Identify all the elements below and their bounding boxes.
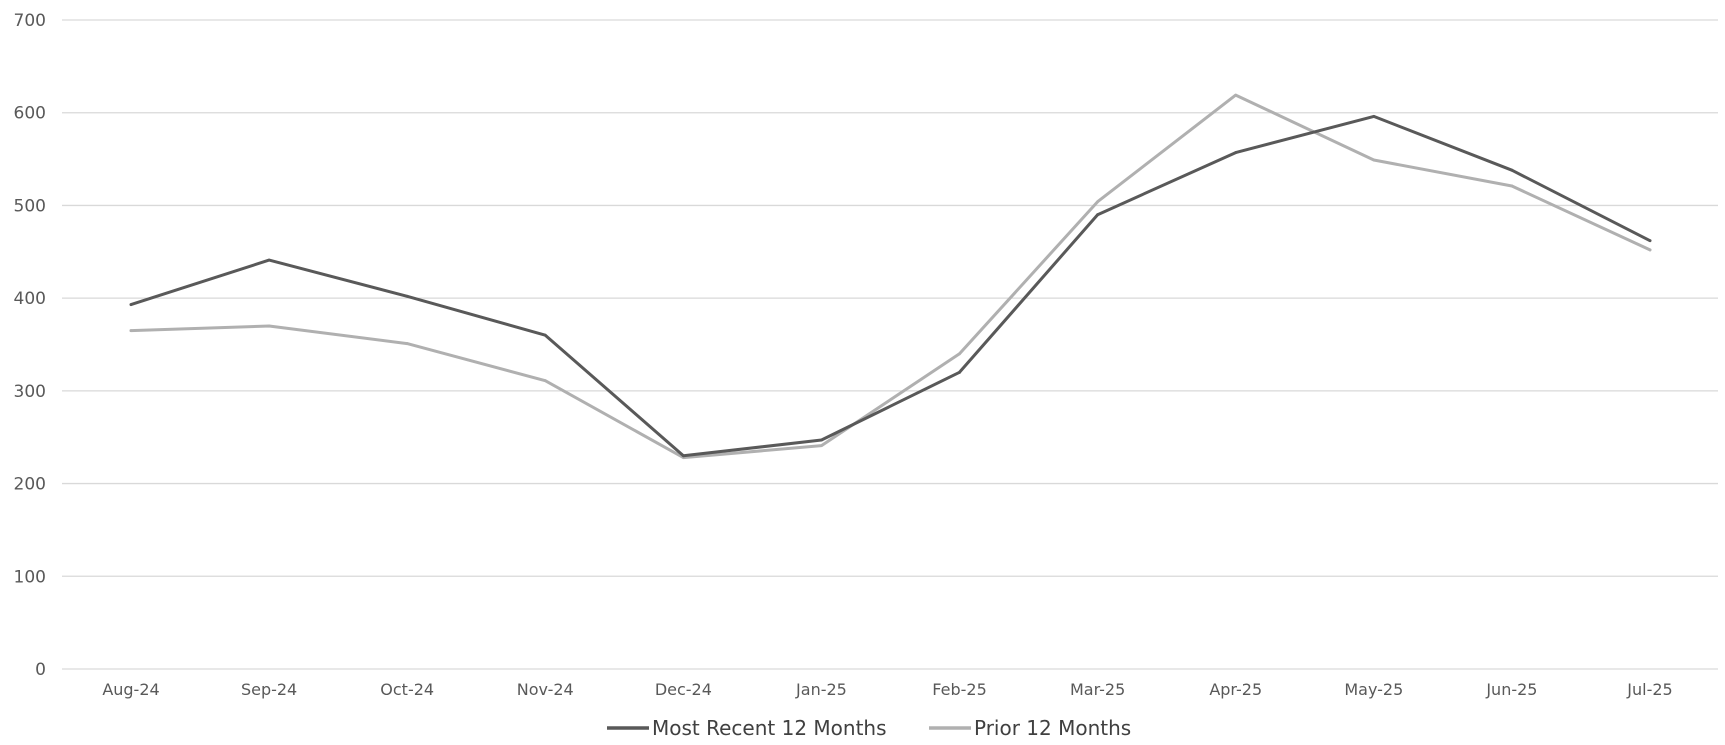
y-tick-label: 400: [14, 289, 46, 309]
x-tick-label: Nov-24: [517, 680, 574, 699]
y-tick-label: 700: [14, 11, 46, 31]
y-axis-ticks: 0 100 200 300 400 500 600 700: [14, 11, 46, 680]
y-tick-label: 600: [14, 104, 46, 124]
data-point: [1096, 213, 1100, 217]
x-tick-label: Dec-24: [655, 680, 712, 699]
data-point: [129, 329, 133, 332]
data-point: [1372, 158, 1376, 162]
data-point: [958, 352, 961, 356]
data-point: [1648, 239, 1652, 243]
data-point: [543, 333, 547, 337]
data-point: [543, 379, 547, 383]
x-tick-label: Mar-25: [1070, 680, 1125, 699]
data-point: [405, 294, 409, 298]
data-point: [267, 258, 271, 262]
data-point: [405, 342, 409, 345]
series-line-most-recent-12-months: [129, 114, 1652, 458]
series-line-prior-12-months: [129, 93, 1652, 460]
data-point: [1510, 168, 1514, 172]
x-axis-ticks: Aug-24 Sep-24 Oct-24 Nov-24 Dec-24 Jan-25 Feb-…: [102, 680, 1672, 699]
x-tick-label: Aug-24: [102, 680, 159, 699]
y-tick-label: 300: [14, 382, 46, 402]
data-point: [1096, 200, 1100, 204]
data-point: [129, 303, 133, 307]
y-tick-label: 0: [35, 660, 46, 680]
legend-label: Most Recent 12 Months: [652, 716, 887, 740]
series-layer: [129, 93, 1652, 460]
data-point: [1372, 115, 1376, 118]
legend-label: Prior 12 Months: [974, 716, 1131, 740]
x-tick-label: Apr-25: [1209, 680, 1262, 699]
x-tick-label: Sep-24: [241, 680, 297, 699]
legend: Most Recent 12 Months Prior 12 Months: [607, 716, 1131, 740]
grid-layer: [62, 19, 1718, 670]
x-tick-label: Jul-25: [1626, 680, 1672, 699]
y-tick-label: 500: [14, 196, 46, 216]
data-point: [267, 324, 271, 328]
data-point: [681, 454, 685, 458]
y-tick-label: 200: [14, 475, 46, 495]
x-tick-label: Jan-25: [795, 680, 847, 699]
y-tick-label: 100: [14, 567, 46, 587]
data-point: [1510, 184, 1514, 188]
data-point: [958, 370, 961, 374]
x-tick-label: Jun-25: [1485, 680, 1537, 699]
x-tick-label: Oct-24: [380, 680, 434, 699]
data-point: [1234, 93, 1238, 97]
data-point: [1234, 151, 1238, 154]
x-tick-label: May-25: [1344, 680, 1403, 699]
data-point: [1648, 248, 1652, 252]
data-point: [820, 444, 823, 447]
x-tick-label: Feb-25: [932, 680, 986, 699]
data-point: [820, 438, 823, 442]
